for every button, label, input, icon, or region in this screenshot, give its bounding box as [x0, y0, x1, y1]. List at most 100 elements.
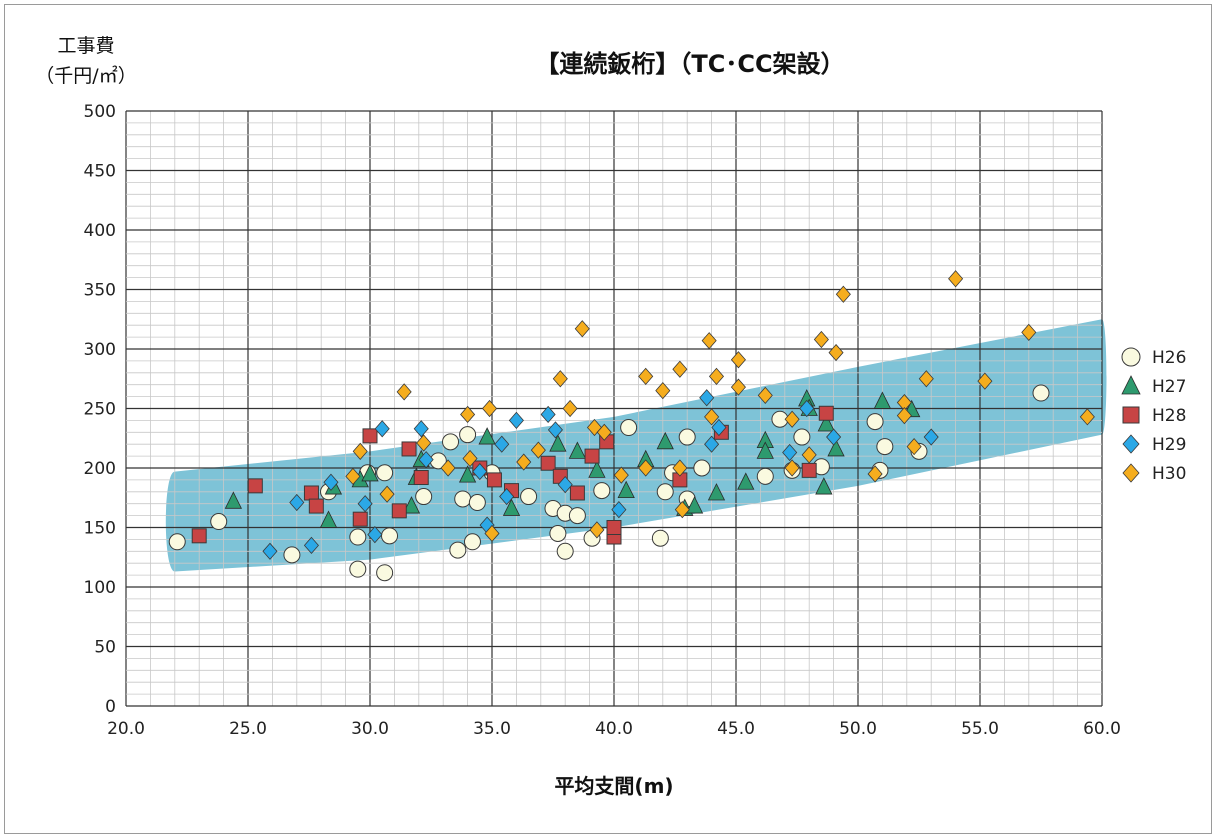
points-layer: [168, 270, 1095, 582]
point-h30: [730, 378, 746, 396]
point-h26: [459, 426, 477, 444]
point-h30: [896, 407, 912, 425]
point-h26: [520, 488, 538, 506]
y-tick-label: 50: [94, 638, 116, 658]
point-h28: [308, 498, 324, 514]
series-h30: [345, 270, 1095, 543]
point-h30: [379, 485, 395, 503]
point-h28: [540, 455, 556, 471]
point-h30: [345, 467, 361, 485]
point-h30: [948, 270, 964, 288]
point-h30: [416, 434, 432, 452]
point-h29: [540, 405, 556, 424]
point-h30: [482, 399, 498, 418]
point-h26: [1032, 384, 1050, 402]
point-h30: [396, 383, 412, 401]
point-h30: [589, 521, 605, 539]
point-h30: [352, 442, 368, 460]
point-h29: [508, 411, 524, 430]
point-h29: [289, 493, 305, 512]
point-h26: [568, 507, 586, 525]
point-h29: [782, 443, 798, 462]
point-h29: [704, 435, 720, 453]
legend-label-h29: H29: [1152, 435, 1186, 455]
legend-marker-h29: [1122, 434, 1140, 454]
y-tick-label: 400: [84, 221, 116, 241]
point-h29: [413, 420, 429, 438]
point-h26: [756, 467, 774, 485]
point-h26: [376, 464, 394, 482]
point-h30: [484, 524, 500, 543]
y-tick-label: 300: [84, 340, 116, 360]
point-h30: [1079, 408, 1095, 426]
point-h30: [813, 330, 829, 349]
point-h27: [707, 483, 726, 501]
point-h26: [415, 488, 433, 506]
point-h28: [801, 462, 817, 478]
axis-layer: 20.0 25.0 30.0 35.0 40.0 45.0 50.0 55.0 60.0 0 50 1…: [84, 102, 1121, 739]
y-axis-label-line1: 工事費: [57, 35, 114, 57]
point-h29: [499, 487, 515, 506]
point-h28: [391, 503, 407, 519]
point-h29: [711, 418, 727, 437]
x-tick-label: 40.0: [595, 719, 633, 739]
x-tick-label: 25.0: [229, 719, 267, 739]
point-h26: [349, 528, 367, 546]
point-h27: [617, 480, 635, 499]
point-h30: [574, 320, 590, 338]
point-h28: [191, 528, 207, 544]
point-h28: [569, 485, 585, 501]
legend-label-h26: H26: [1152, 348, 1186, 368]
point-h27: [319, 510, 338, 528]
legend: H26 H27 H28 H29 H30: [1121, 347, 1186, 484]
point-h30: [674, 501, 690, 519]
series-h29: [262, 389, 939, 560]
point-h26: [468, 494, 486, 512]
point-h28: [584, 448, 600, 464]
point-h30: [462, 449, 478, 468]
point-h28: [303, 485, 319, 501]
point-h30: [828, 343, 844, 362]
point-h30: [552, 370, 568, 388]
point-h26: [376, 564, 394, 582]
legend-label-h30: H30: [1152, 464, 1186, 484]
point-h30: [530, 441, 546, 459]
point-h30: [835, 285, 851, 303]
point-h30: [867, 465, 883, 483]
point-h30: [784, 459, 800, 477]
point-h28: [362, 428, 378, 444]
point-h29: [557, 476, 573, 494]
y-tick-label: 450: [84, 162, 116, 182]
y-tick-label: 0: [105, 697, 116, 717]
point-h27: [685, 496, 704, 514]
point-h27: [737, 472, 755, 490]
point-h29: [357, 495, 373, 513]
point-h30: [730, 351, 746, 369]
point-h26: [454, 490, 472, 508]
x-tick-label: 30.0: [351, 719, 389, 739]
point-h30: [1021, 323, 1037, 341]
point-h30: [596, 423, 612, 441]
x-tick-label: 55.0: [961, 719, 999, 739]
x-axis-label: 平均支間(m): [554, 774, 673, 798]
x-tick-label: 20.0: [107, 719, 145, 739]
point-h29: [374, 420, 390, 438]
point-h26: [168, 533, 186, 551]
point-h26: [656, 483, 674, 501]
legend-label-h27: H27: [1152, 377, 1186, 397]
point-h29: [923, 428, 939, 446]
point-h27: [656, 431, 674, 450]
point-h26: [283, 546, 301, 564]
point-h26: [210, 513, 228, 531]
point-h30: [918, 370, 934, 388]
legend-marker-h27: [1121, 375, 1141, 395]
point-h27: [756, 441, 774, 459]
point-h29: [611, 501, 627, 519]
point-h30: [655, 382, 671, 400]
y-tick-label: 350: [84, 281, 116, 301]
point-h30: [801, 446, 817, 464]
point-h26: [556, 542, 574, 560]
series-h28: [191, 405, 834, 545]
point-h30: [701, 332, 717, 350]
point-h26: [793, 428, 811, 446]
